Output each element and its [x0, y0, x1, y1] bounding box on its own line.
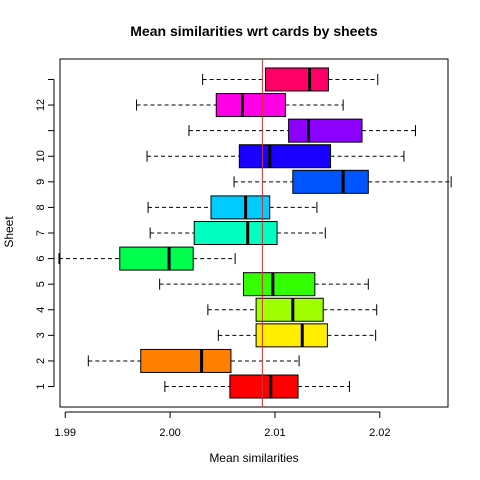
box-sheet-2	[87, 348, 300, 373]
box-sheet-8	[147, 195, 318, 220]
box-sheet-9	[233, 169, 452, 194]
x-tick-label: 2.00	[159, 427, 180, 439]
y-tick-label: 1	[35, 383, 47, 389]
y-tick-label: 6	[35, 256, 47, 262]
box-sheet-10	[146, 144, 405, 169]
iqr-box	[119, 246, 194, 271]
box-sheet-11	[188, 118, 416, 143]
iqr-box	[229, 374, 299, 399]
box-sheet-13	[202, 67, 379, 92]
plot-frame	[59, 58, 449, 408]
iqr-box	[255, 323, 328, 348]
chart-title: Mean similarities wrt cards by sheets	[130, 23, 378, 39]
box-sheet-5	[159, 272, 369, 297]
y-tick-label: 4	[35, 307, 47, 313]
x-tick-label: 1.99	[55, 427, 76, 439]
iqr-box	[292, 169, 369, 194]
y-tick-label: 3	[35, 332, 47, 338]
y-tick-label: 9	[35, 179, 47, 185]
iqr-box	[243, 272, 316, 297]
y-tick-label: 5	[35, 281, 47, 287]
y-tick-label: 8	[35, 204, 47, 210]
x-tick-label: 2.01	[264, 427, 285, 439]
box-sheet-7	[149, 221, 326, 245]
box-sheet-4	[207, 297, 378, 322]
y-tick-label: 12	[35, 99, 47, 111]
iqr-box	[255, 297, 324, 322]
iqr-box	[140, 348, 232, 373]
x-tick-label: 2.02	[369, 427, 390, 439]
y-axis-label: Sheet	[2, 216, 16, 248]
iqr-box	[238, 144, 332, 169]
iqr-box	[193, 221, 278, 245]
y-tick-label: 2	[35, 358, 47, 364]
box-sheet-3	[217, 323, 377, 348]
iqr-box	[215, 93, 286, 118]
iqr-box	[265, 67, 329, 92]
box-sheet-12	[136, 93, 344, 118]
box-sheet-1	[164, 374, 350, 399]
y-tick-label: 7	[35, 230, 47, 236]
box-sheet-6	[58, 246, 236, 271]
x-axis-label: Mean similarities	[209, 451, 298, 465]
y-tick-label: 10	[35, 150, 47, 162]
iqr-box	[288, 118, 363, 143]
iqr-box	[210, 195, 271, 220]
